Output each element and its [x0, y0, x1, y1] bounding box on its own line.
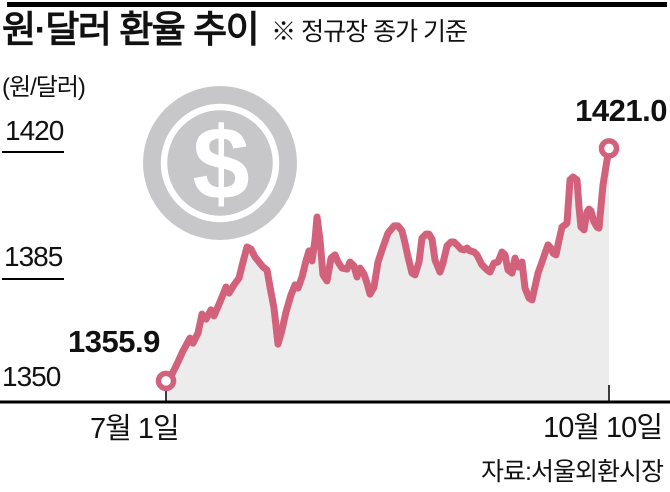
x-axis-label-end: 10월 10일 [543, 412, 663, 444]
title-note: ※ 정규장 종가 기준 [271, 18, 468, 47]
start-value-label: 1355.9 [68, 324, 160, 359]
y-tick-label-1350: 1350 [2, 361, 61, 392]
dollar-sign-glyph: $ [192, 106, 249, 221]
header: 원·달러 환율 추이 ※ 정규장 종가 기준 [2, 9, 468, 52]
source-credit: 자료:서울외환시장 [481, 458, 664, 486]
end-point-marker [598, 138, 620, 159]
series-line [162, 144, 613, 385]
dollar-coin-icon: $ [143, 86, 297, 240]
x-axis-label-start: 7월 1일 [90, 413, 180, 445]
end-value-label: 1421.0 [575, 93, 667, 128]
start-point-marker [155, 370, 177, 392]
page-title: 원·달러 환율 추이 [2, 9, 260, 50]
coin-ring [160, 103, 280, 223]
y-axis-unit-label: (원/달러) [2, 74, 86, 101]
top-rule [7, 2, 667, 7]
y-tick-label-1420: 1420 [5, 115, 64, 146]
y-tick-label-1385: 1385 [4, 241, 63, 272]
